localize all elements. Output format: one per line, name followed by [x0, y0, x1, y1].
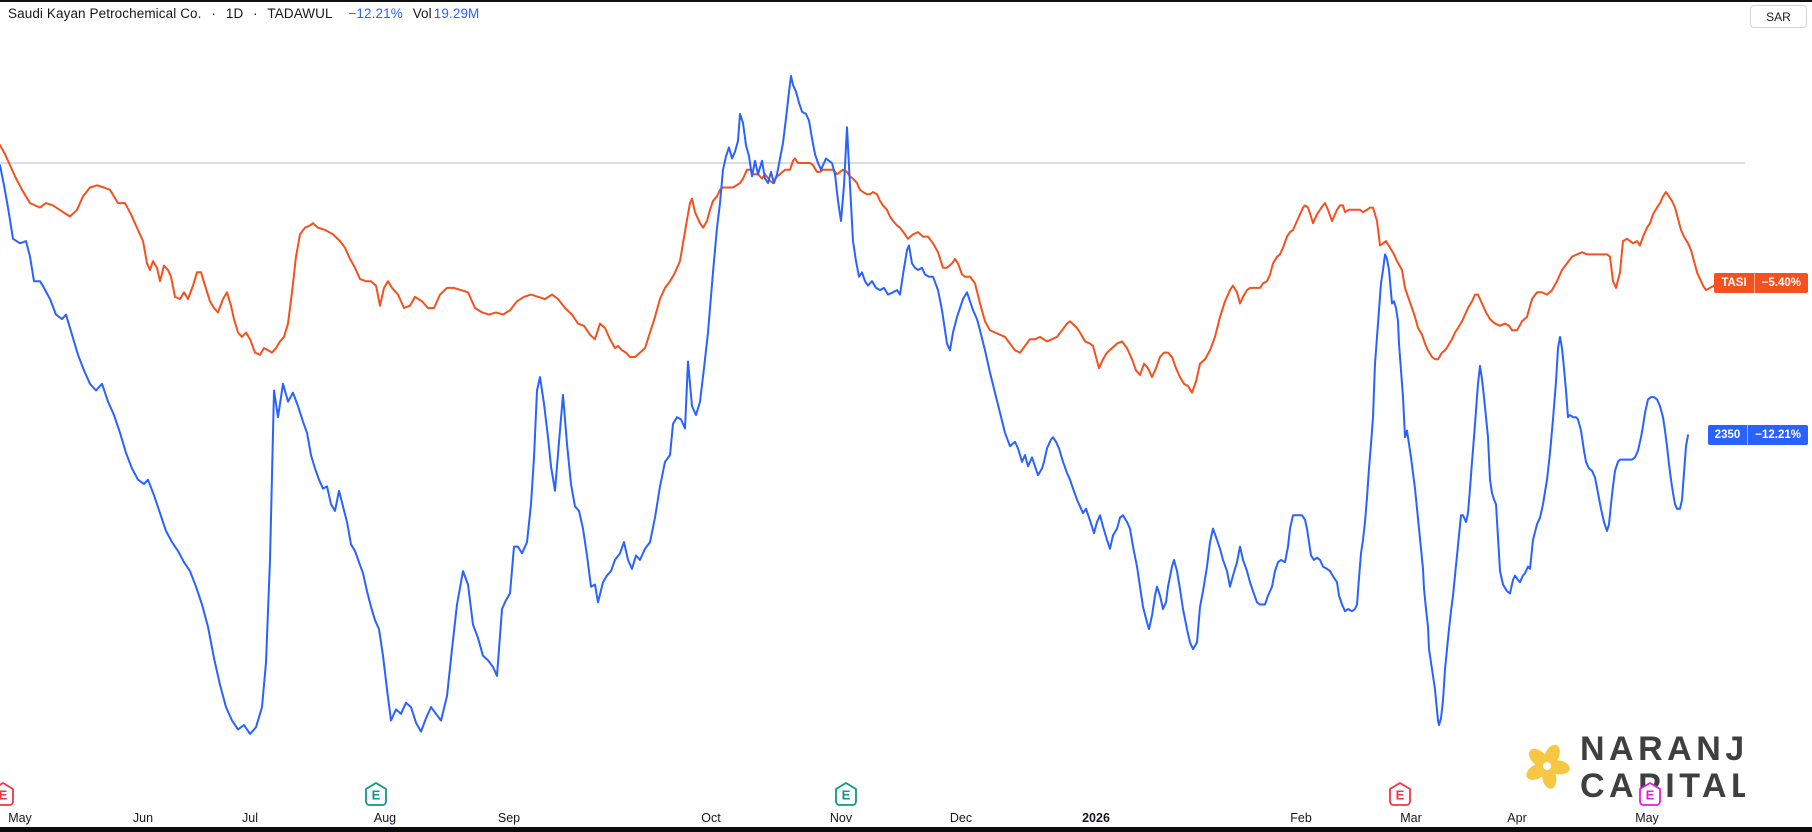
svg-text:E: E — [1396, 788, 1405, 803]
time-tick-label: Sep — [497, 811, 521, 825]
earnings-marker-icon[interactable]: E — [365, 782, 387, 806]
time-tick-label: Aug — [373, 811, 397, 825]
volume-value: 19.29M — [433, 6, 480, 21]
series-line-tasi[interactable] — [0, 144, 1719, 394]
time-tick-label: Oct — [701, 811, 721, 825]
tasi-badge-symbol: TASI — [1721, 277, 1747, 290]
earnings-marker-icon[interactable]: E — [835, 782, 857, 806]
time-tick-label: May — [1635, 811, 1659, 825]
flower-petal — [1528, 748, 1549, 768]
logo-line2: CAPITAL — [1580, 767, 1757, 805]
naranj-flower-icon — [1526, 744, 1570, 789]
time-tick-label: 2026 — [1082, 811, 1110, 825]
price-axis[interactable]: 4.00%2.00%0.00%−2.00%−4.00%−6.00%−8.00%−… — [1745, 0, 1812, 832]
time-tick-label: Mar — [1400, 811, 1422, 825]
time-tick-label: Jul — [242, 811, 258, 825]
symbol-title: Saudi Kayan Petrochemical Co. · 1D · TAD… — [8, 6, 333, 21]
2350-price-badge: 2350 −12.21% — [1707, 425, 1808, 446]
tasi-price-badge: TASI −5.40% — [1714, 273, 1808, 294]
time-tick-label: Nov — [829, 811, 853, 825]
tasi-badge-value: −5.40% — [1753, 273, 1808, 294]
symbol-header[interactable]: Saudi Kayan Petrochemical Co. · 1D · TAD… — [8, 6, 485, 21]
window-top-edge — [0, 0, 1812, 2]
2350-badge-symbol: 2350 — [1714, 429, 1741, 442]
change-percent: −12.21% — [348, 6, 403, 21]
earnings-marker-icon[interactable]: E — [0, 782, 14, 806]
svg-text:E: E — [0, 788, 8, 803]
time-tick-label: Dec — [949, 811, 973, 825]
volume-label: Vol — [412, 6, 432, 21]
svg-text:E: E — [372, 788, 381, 803]
time-tick-label: Feb — [1290, 811, 1312, 825]
svg-text:E: E — [1646, 788, 1655, 803]
time-tick-label: Apr — [1507, 811, 1527, 825]
logo-text: NARANJ CAPITAL — [1580, 731, 1756, 805]
earnings-marker-icon[interactable]: E — [1389, 782, 1411, 806]
2350-badge-value: −12.21% — [1747, 425, 1808, 446]
currency-toggle-button[interactable]: SAR — [1750, 5, 1807, 28]
time-tick-label: Jun — [132, 811, 154, 825]
series-line-2350[interactable] — [0, 75, 1689, 735]
logo-line1: NARANJ — [1580, 730, 1749, 768]
window-bottom-edge — [0, 827, 1812, 832]
svg-text:E: E — [842, 788, 851, 803]
time-tick-label: May — [8, 811, 32, 825]
chart-plot-area[interactable]: Saudi Kayan Petrochemical Co. · 1D · TAD… — [0, 0, 1752, 832]
earnings-marker-icon[interactable]: E — [1639, 782, 1661, 806]
